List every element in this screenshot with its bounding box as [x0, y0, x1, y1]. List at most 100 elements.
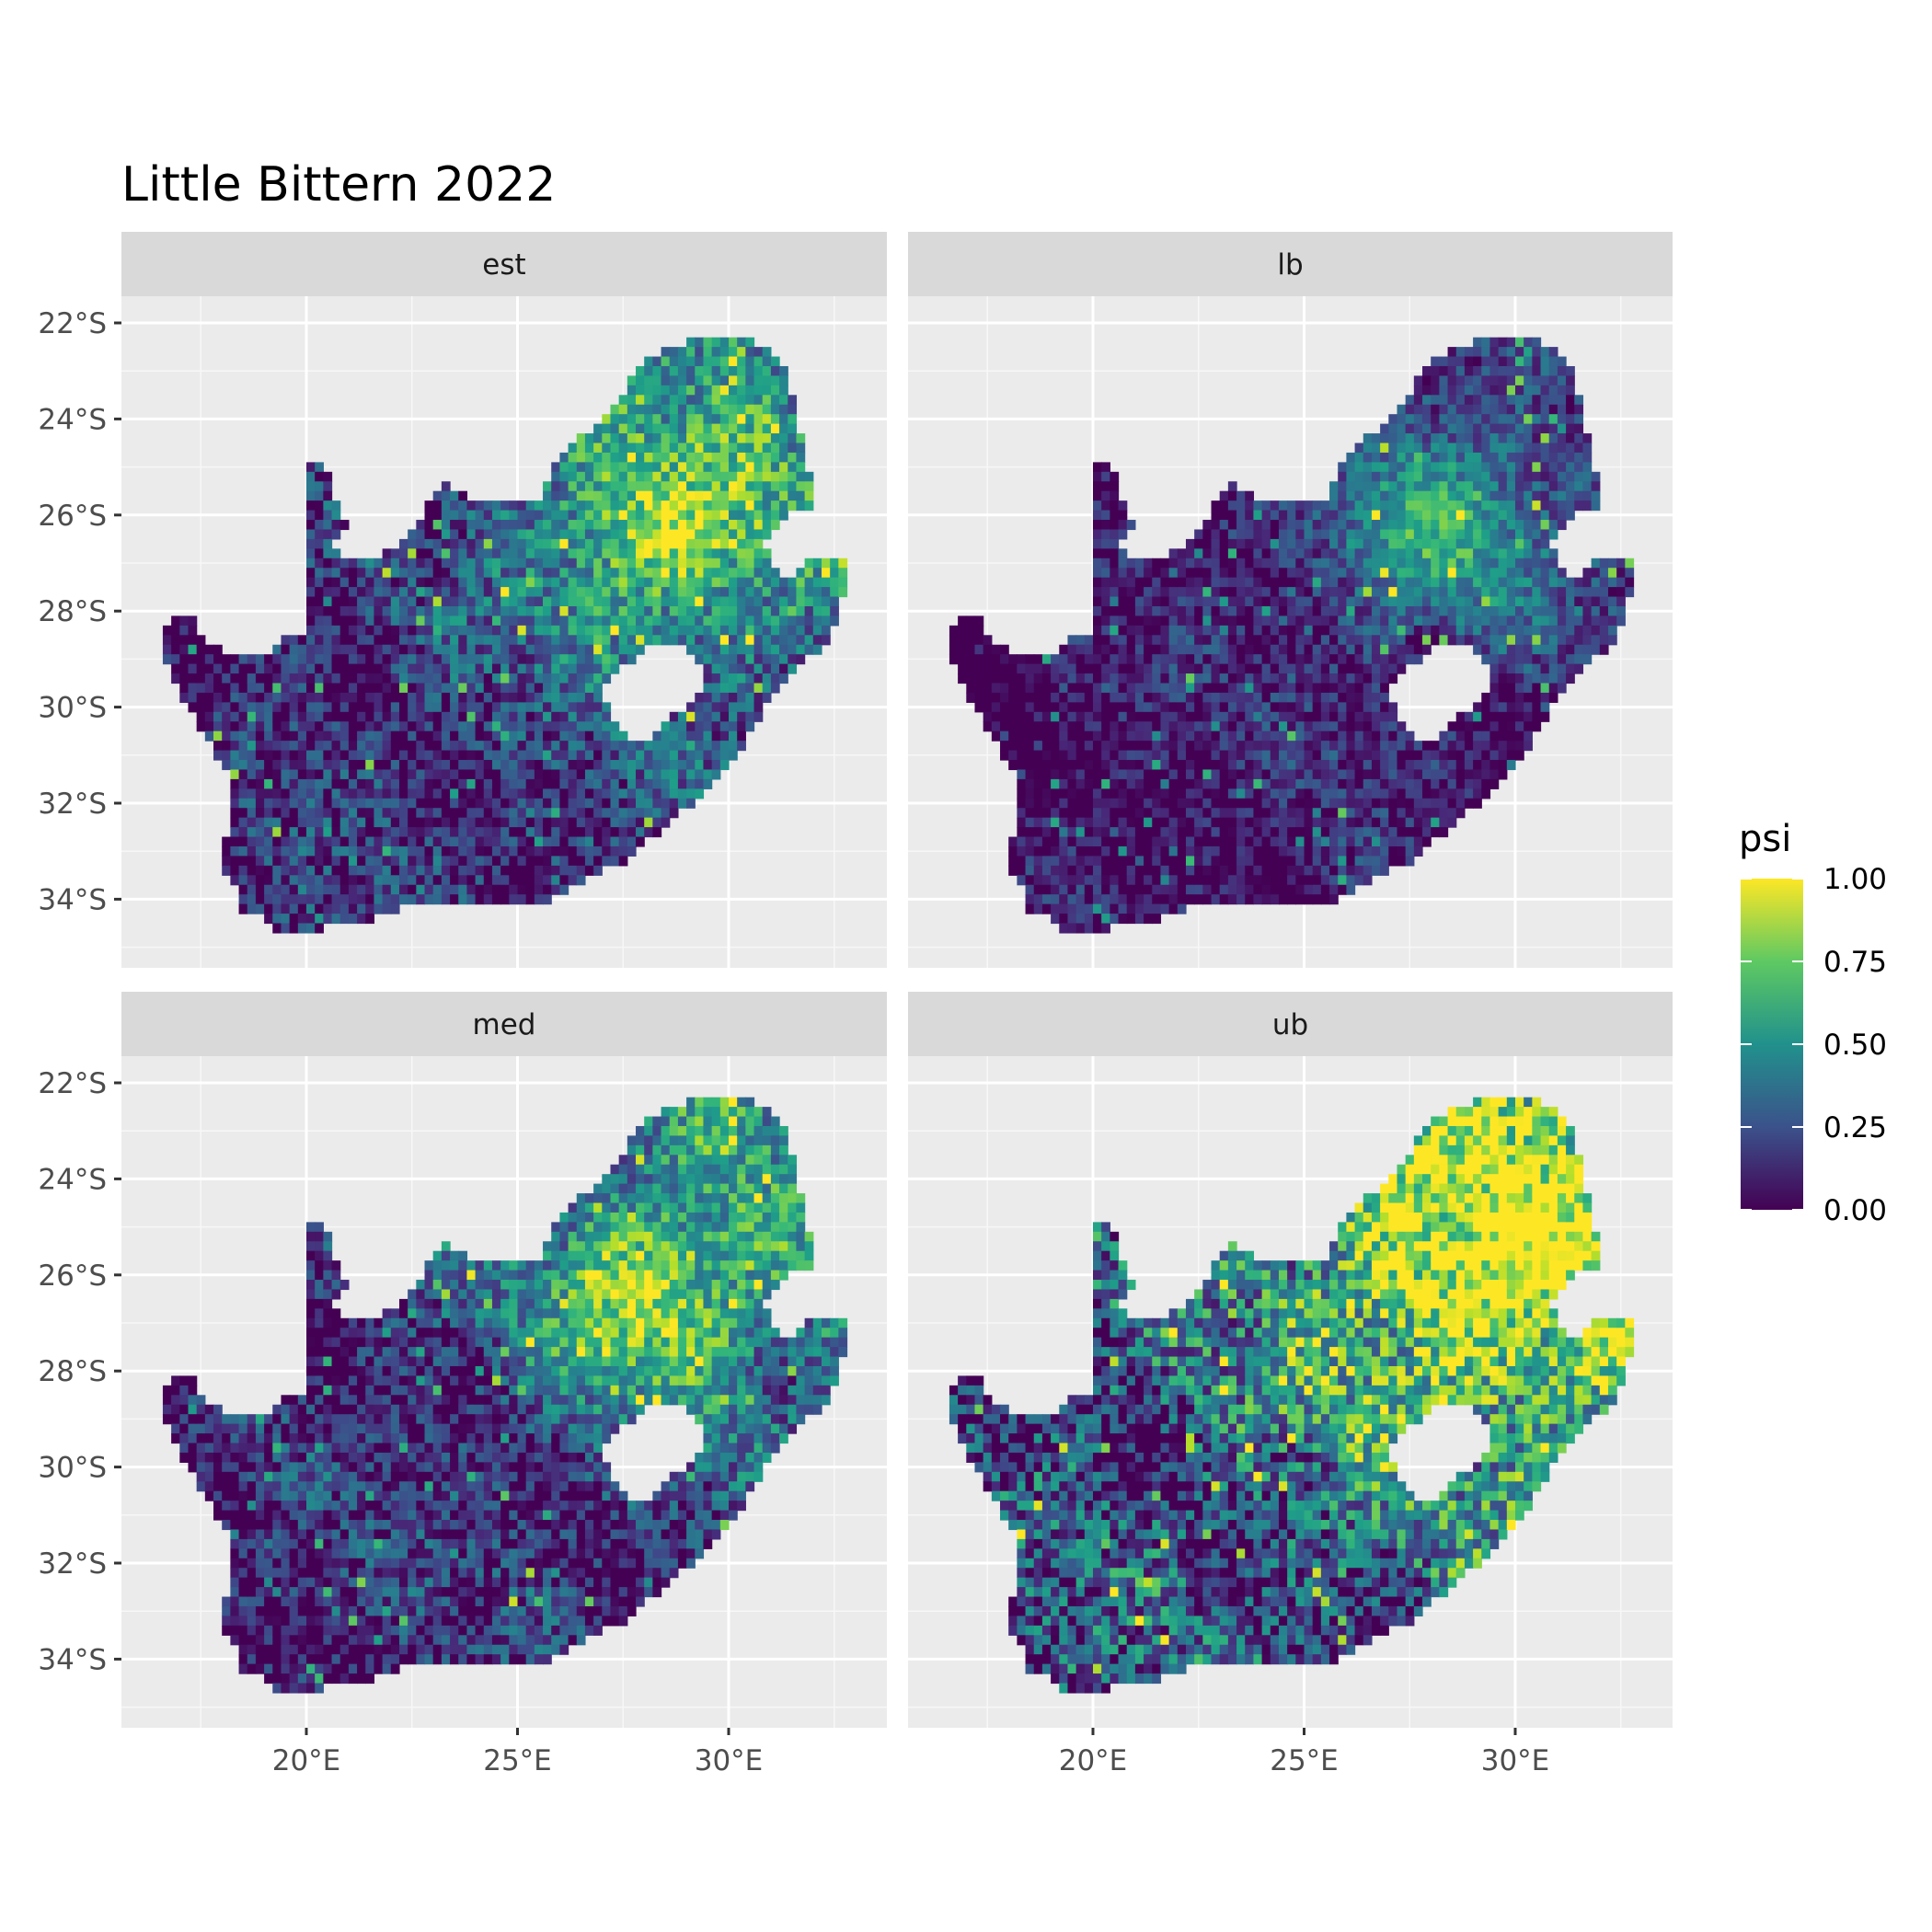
raster-cell — [1194, 884, 1203, 895]
raster-cell — [1126, 605, 1136, 617]
raster-cell — [1152, 856, 1162, 867]
raster-cell — [1295, 721, 1305, 732]
raster-cell — [382, 721, 392, 732]
raster-cell — [450, 865, 459, 876]
raster-cell — [483, 520, 493, 531]
raster-cell — [475, 788, 485, 799]
raster-cell — [1041, 760, 1052, 771]
raster-cell — [315, 778, 324, 789]
raster-cell — [1346, 577, 1356, 588]
raster-cell — [1202, 741, 1213, 752]
raster-cell — [390, 817, 400, 828]
raster-cell — [357, 644, 366, 655]
raster-cell — [1110, 500, 1120, 512]
raster-cell — [1320, 856, 1330, 867]
raster-cell — [1304, 529, 1314, 540]
raster-cell — [719, 529, 730, 540]
raster-cell — [272, 750, 282, 761]
raster-cell — [644, 452, 653, 463]
raster-cell — [450, 625, 459, 636]
raster-cell — [1388, 443, 1398, 454]
raster-cell — [1329, 845, 1339, 857]
raster-cell — [1075, 894, 1086, 905]
raster-cell — [1354, 798, 1364, 809]
raster-cell — [323, 778, 333, 789]
raster-cell — [1185, 625, 1195, 636]
raster-cell — [525, 730, 535, 742]
raster-cell — [1253, 644, 1263, 655]
raster-cell — [357, 808, 366, 819]
raster-cell — [652, 568, 662, 579]
raster-cell — [1439, 730, 1449, 742]
raster-cell — [1388, 644, 1398, 655]
raster-cell — [576, 702, 586, 713]
facet-strip-label: lb — [1277, 248, 1303, 282]
raster-cell — [804, 635, 814, 646]
raster-cell — [1118, 663, 1128, 674]
raster-cell — [1075, 702, 1086, 713]
raster-cell — [188, 654, 198, 665]
raster-cell — [230, 845, 240, 857]
raster-cell — [1431, 443, 1440, 454]
raster-cell — [398, 836, 408, 847]
raster-cell — [1051, 750, 1060, 761]
raster-cell — [315, 683, 324, 694]
raster-cell — [1346, 587, 1356, 598]
raster-cell — [1270, 558, 1280, 569]
raster-cell — [1346, 452, 1356, 463]
raster-cell — [1397, 423, 1407, 434]
raster-cell — [669, 385, 679, 396]
raster-cell — [593, 711, 603, 722]
raster-cell — [339, 721, 350, 732]
raster-cell — [315, 702, 324, 713]
raster-cell — [686, 596, 696, 607]
raster-cell — [315, 538, 324, 549]
raster-cell — [1075, 760, 1086, 771]
raster-cell — [1227, 750, 1237, 761]
raster-cell — [297, 894, 307, 905]
raster-cell — [475, 875, 485, 886]
raster-cell — [1346, 635, 1356, 646]
raster-cell — [1278, 692, 1288, 703]
raster-cell — [1227, 730, 1237, 742]
raster-cell — [408, 625, 417, 636]
raster-cell — [1219, 510, 1229, 521]
raster-cell — [297, 827, 307, 838]
raster-cell — [695, 548, 705, 559]
raster-cell — [1177, 845, 1187, 857]
raster-cell — [1059, 808, 1069, 819]
raster-cell — [534, 778, 544, 789]
raster-cell — [408, 605, 417, 617]
raster-cell — [1067, 702, 1077, 713]
raster-cell — [1439, 625, 1449, 636]
raster-cell — [593, 798, 603, 809]
raster-cell — [1101, 654, 1110, 665]
raster-cell — [1354, 443, 1364, 454]
raster-cell — [568, 510, 578, 521]
raster-cell — [1253, 865, 1263, 876]
raster-cell — [1227, 635, 1237, 646]
raster-cell — [1287, 538, 1296, 549]
raster-cell — [357, 558, 366, 569]
raster-cell — [230, 663, 240, 674]
raster-cell — [1439, 395, 1449, 406]
raster-cell — [1295, 692, 1305, 703]
raster-cell — [1397, 663, 1407, 674]
raster-cell — [618, 615, 628, 627]
raster-cell — [1422, 558, 1432, 569]
raster-cell — [323, 875, 333, 886]
raster-cell — [441, 663, 451, 674]
raster-cell — [1397, 538, 1407, 549]
raster-cell — [1101, 711, 1110, 722]
raster-cell — [398, 798, 408, 809]
raster-cell — [1059, 865, 1069, 876]
raster-cell — [1177, 884, 1187, 895]
raster-cell — [517, 884, 527, 895]
raster-cell — [247, 741, 257, 752]
raster-cell — [331, 894, 341, 905]
raster-cell — [1270, 568, 1280, 579]
raster-cell — [1084, 663, 1094, 674]
raster-cell — [1380, 836, 1389, 847]
raster-cell — [450, 605, 459, 617]
